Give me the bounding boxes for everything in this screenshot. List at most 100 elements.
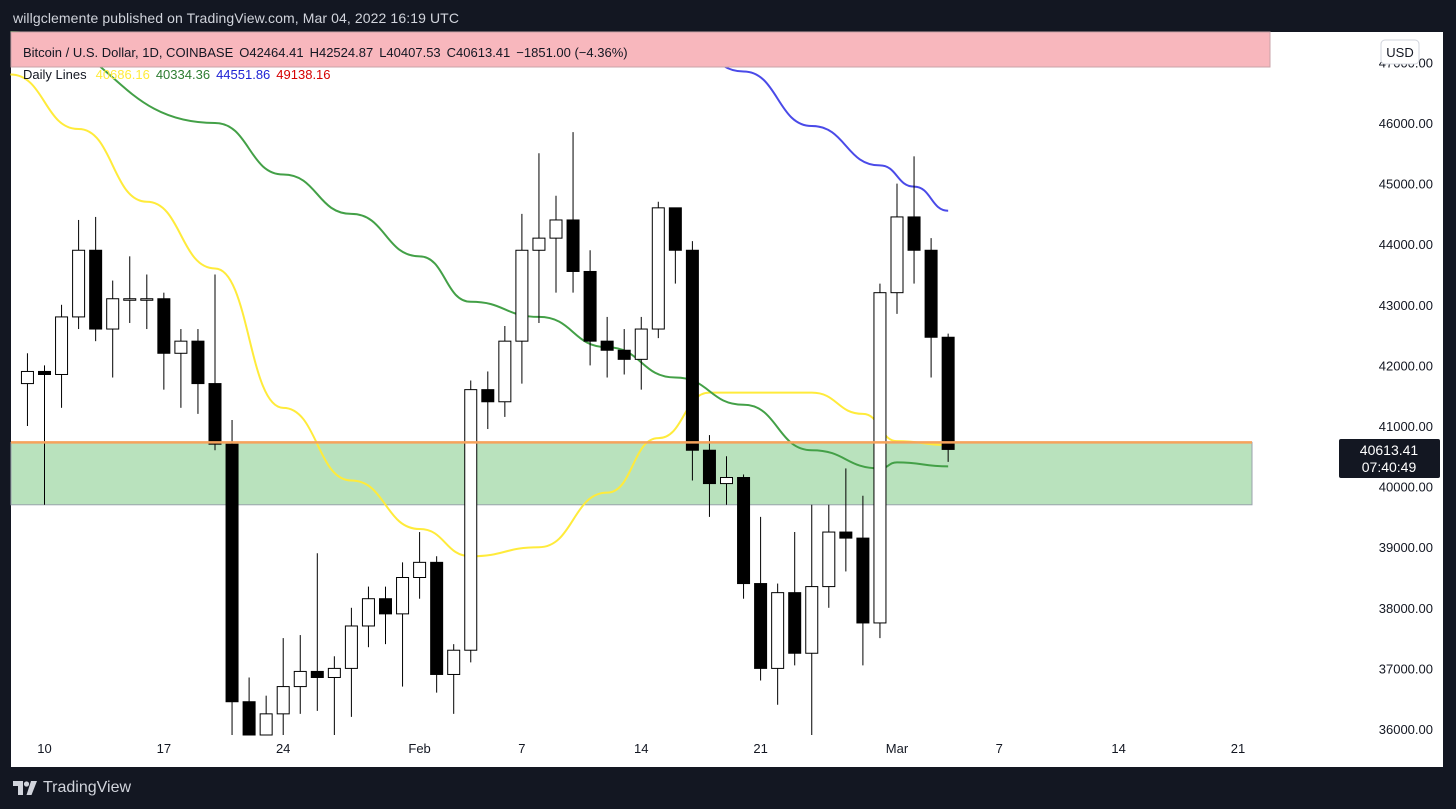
- candle: [532, 153, 546, 323]
- candle-body: [907, 216, 921, 251]
- candle: [924, 238, 938, 378]
- candle-body: [481, 389, 495, 403]
- candle-body: [873, 292, 887, 624]
- candle: [225, 419, 239, 735]
- candle-body: [498, 340, 512, 403]
- candle: [123, 256, 137, 323]
- candle: [157, 292, 171, 390]
- time-tick-label: 24: [276, 741, 290, 756]
- price-tick-label: 40000.00: [1379, 480, 1433, 495]
- candle-body: [839, 531, 853, 539]
- price-tick-label: 45000.00: [1379, 177, 1433, 192]
- candle: [310, 553, 324, 711]
- candle: [685, 241, 699, 481]
- candle-body: [549, 219, 563, 239]
- publish-header: willgclemente published on TradingView.c…: [0, 0, 1456, 36]
- candle-body: [754, 583, 768, 669]
- time-tick-label: 14: [634, 741, 648, 756]
- time-tick-label: Feb: [408, 741, 430, 756]
- candle-body: [20, 370, 34, 385]
- candle-body: [259, 713, 273, 736]
- candle-body: [310, 670, 324, 678]
- candle-body: [822, 531, 836, 588]
- candle: [600, 316, 614, 378]
- price-badge: [1339, 439, 1440, 478]
- candle: [788, 532, 802, 666]
- candle-body: [737, 477, 751, 585]
- indicator-value-yellow: 40686.16: [96, 67, 150, 82]
- legend-symbol-line: Bitcoin / U.S. Dollar, 1D, COINBASE O4246…: [23, 45, 628, 60]
- time-tick-label: Mar: [886, 741, 909, 756]
- candle: [361, 586, 375, 648]
- candle-body: [685, 249, 699, 451]
- legend-low: L40407.53: [379, 45, 440, 60]
- candle: [754, 516, 768, 681]
- footer-bar: [0, 767, 1456, 809]
- currency-button[interactable]: [1380, 39, 1420, 65]
- candle: [737, 474, 751, 599]
- candle-body: [447, 649, 461, 675]
- candle: [38, 365, 51, 505]
- candle: [174, 329, 188, 408]
- candle: [413, 532, 427, 599]
- legend-band: [10, 31, 1271, 68]
- candle-body: [617, 349, 631, 360]
- candle-body: [327, 667, 341, 678]
- candle: [720, 456, 733, 505]
- candle: [72, 219, 86, 330]
- candle-body: [566, 219, 580, 272]
- price-tick-label: 46000.00: [1379, 116, 1433, 131]
- time-tick-label: 17: [157, 741, 171, 756]
- price-badge-price: 40613.41: [1360, 442, 1419, 458]
- candle: [140, 274, 154, 330]
- candle-body: [344, 625, 358, 669]
- candle: [208, 274, 222, 451]
- candle-body: [515, 249, 529, 342]
- time-tick-label: 7: [996, 741, 1003, 756]
- candle: [191, 329, 205, 414]
- candle-body: [208, 383, 222, 445]
- candle: [702, 435, 716, 517]
- candle: [651, 201, 665, 339]
- candle: [327, 656, 341, 735]
- candle: [941, 333, 955, 462]
- candle: [549, 195, 563, 293]
- candle-body: [890, 216, 904, 294]
- candle-body: [702, 449, 716, 485]
- candle: [617, 329, 631, 375]
- candle-body: [157, 298, 171, 354]
- candle-body: [191, 340, 205, 385]
- tradingview-brand: TradingView: [43, 779, 132, 796]
- publisher-line: willgclemente published on TradingView.c…: [13, 10, 460, 26]
- candle: [805, 504, 819, 735]
- time-tick-label: 14: [1111, 741, 1125, 756]
- time-tick-label: 10: [37, 741, 51, 756]
- candle: [106, 280, 120, 378]
- indicator-value-blue: 44551.86: [216, 67, 270, 82]
- support-zone-layer: [10, 441, 1253, 506]
- candle-body: [651, 207, 665, 330]
- candle-body: [924, 249, 938, 338]
- candle-body: [276, 686, 290, 715]
- candle-body: [600, 340, 614, 351]
- time-tick-label: 7: [518, 741, 525, 756]
- indicator-value-green: 40334.36: [156, 67, 210, 82]
- candle: [430, 556, 444, 693]
- candle: [276, 638, 290, 735]
- candle-body: [106, 298, 120, 330]
- chart-area[interactable]: [11, 32, 1443, 767]
- candle: [839, 468, 853, 572]
- price-tick-label: 43000.00: [1379, 298, 1433, 313]
- legend-open: O42464.41: [239, 45, 303, 60]
- tradingview-logo[interactable]: TradingView: [13, 778, 131, 798]
- candle-body: [668, 207, 682, 251]
- candle: [344, 607, 358, 717]
- candle-body: [532, 237, 546, 251]
- candle: [634, 316, 648, 390]
- candle: [481, 371, 495, 430]
- indicator-value-red: 49138.16: [276, 67, 330, 82]
- candle: [498, 326, 512, 417]
- candle-body: [140, 298, 154, 301]
- price-tick-label: 44000.00: [1379, 237, 1433, 252]
